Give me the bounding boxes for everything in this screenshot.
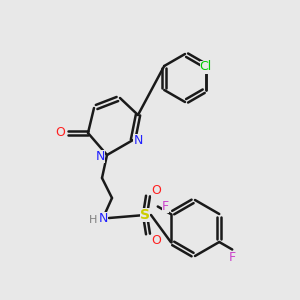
Text: N: N: [133, 134, 143, 146]
Text: S: S: [140, 208, 150, 222]
Text: O: O: [55, 127, 65, 140]
Text: O: O: [151, 233, 161, 247]
Text: O: O: [151, 184, 161, 196]
Text: F: F: [162, 200, 169, 213]
Text: F: F: [229, 251, 236, 264]
Text: H: H: [89, 215, 97, 225]
Text: N: N: [98, 212, 108, 224]
Text: Cl: Cl: [200, 61, 212, 74]
Text: N: N: [95, 149, 105, 163]
